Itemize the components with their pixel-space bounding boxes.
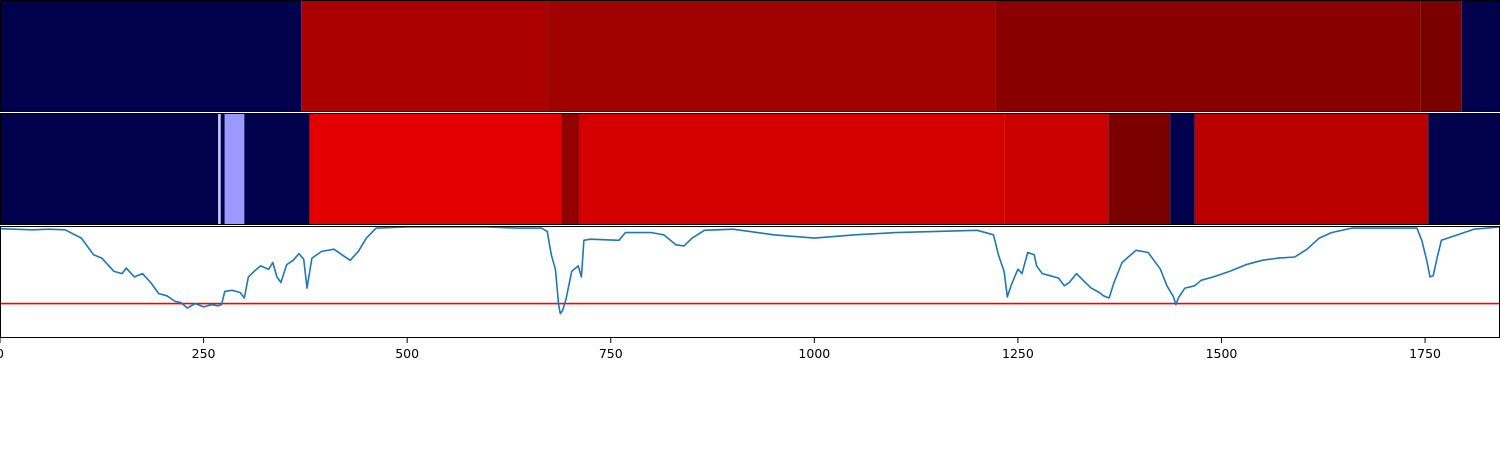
x-tick-label-6: 1500	[1206, 346, 1238, 361]
series-line	[0, 226, 1500, 315]
top-strip-segment-2	[548, 1, 996, 112]
x-axis: 0 250 500 750 1000 1250 1500 1750	[0, 338, 1441, 361]
middle-heatmap-strip	[0, 114, 1500, 225]
middle-strip-segment-7	[578, 114, 1005, 225]
x-tick-label-0: 0	[0, 346, 4, 361]
top-strip-segment-3	[995, 1, 1421, 112]
middle-strip-segment-9	[1108, 114, 1171, 225]
x-tick-label-1: 250	[192, 346, 216, 361]
middle-strip-segment-3	[224, 114, 245, 225]
middle-strip-segment-8	[1004, 114, 1109, 225]
middle-strip-segment-1	[218, 114, 221, 225]
x-tick-label-7: 1750	[1409, 346, 1441, 361]
line-panel	[0, 226, 1500, 315]
top-strip-segment-4	[1420, 1, 1462, 112]
middle-strip-segment-0	[0, 114, 219, 225]
middle-strip-segment-6	[561, 114, 579, 225]
top-strip-segment-1	[301, 1, 549, 112]
top-heatmap-strip	[0, 1, 1500, 112]
middle-strip-segment-4	[244, 114, 310, 225]
x-tick-label-5: 1250	[1002, 346, 1034, 361]
x-tick-label-2: 500	[395, 346, 419, 361]
middle-strip-segment-10	[1170, 114, 1195, 225]
middle-strip-segment-5	[309, 114, 562, 225]
middle-strip-segment-11	[1194, 114, 1429, 225]
x-tick-label-3: 750	[599, 346, 623, 361]
top-strip-segment-5	[1461, 1, 1500, 112]
middle-strip-segment-2	[220, 114, 225, 225]
middle-strip-segment-12	[1428, 114, 1500, 225]
x-tick-label-4: 1000	[798, 346, 830, 361]
top-strip-segment-0	[0, 1, 302, 112]
